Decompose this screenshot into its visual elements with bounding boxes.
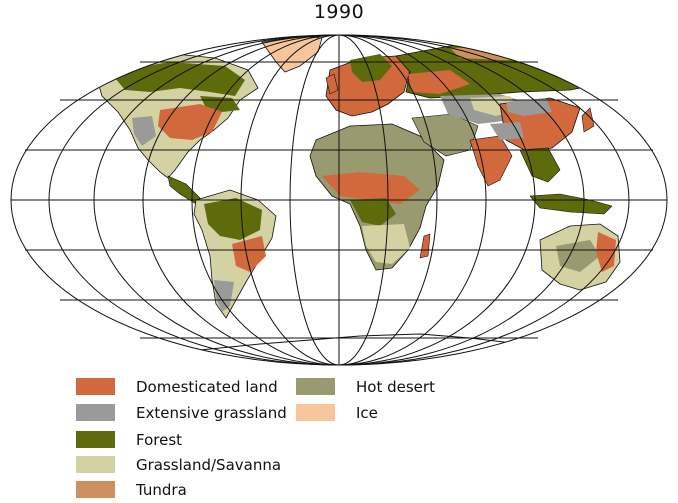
antarctica-coast bbox=[139, 333, 601, 357]
brazil-farmland bbox=[232, 236, 266, 272]
amazon-forest bbox=[204, 198, 262, 240]
legend-swatch bbox=[76, 456, 115, 473]
legend-label: Domesticated land bbox=[136, 378, 278, 396]
australia-east-farmland bbox=[596, 232, 616, 272]
scandinavia-forest bbox=[350, 54, 392, 82]
legend-label: Extensive grassland bbox=[136, 404, 287, 422]
legend-label: Grassland/Savanna bbox=[136, 456, 282, 474]
russia-farmland bbox=[408, 70, 470, 94]
legend-swatch bbox=[76, 481, 115, 498]
britain bbox=[325, 73, 339, 95]
tibet-grass bbox=[490, 122, 524, 140]
legend-swatch bbox=[76, 404, 115, 421]
japan bbox=[581, 107, 595, 133]
legend-label: Forest bbox=[136, 431, 183, 449]
legend-swatch bbox=[76, 431, 115, 448]
central-africa-forest bbox=[350, 198, 396, 226]
legend-label: Tundra bbox=[136, 481, 187, 499]
madagascar bbox=[419, 233, 431, 259]
europe-land bbox=[325, 55, 411, 117]
legend-label: Hot desert bbox=[356, 378, 435, 396]
north-america-grass bbox=[132, 116, 156, 146]
graticule bbox=[10, 34, 668, 366]
southeast-asia-forest bbox=[519, 147, 561, 183]
indonesia-forest bbox=[529, 193, 613, 215]
australia-desert bbox=[556, 240, 600, 272]
north-america-farmland bbox=[158, 104, 222, 140]
north-america-forest bbox=[110, 62, 245, 96]
india-farmland bbox=[469, 135, 513, 187]
legend-swatch bbox=[76, 378, 115, 395]
map-title: 1990 bbox=[313, 1, 365, 23]
new-zealand bbox=[623, 279, 641, 299]
legend-label: Ice bbox=[356, 404, 378, 422]
sahel-farmland bbox=[322, 172, 420, 204]
legend-swatch bbox=[296, 404, 335, 421]
legend-swatch bbox=[296, 378, 335, 395]
mongolia-grass bbox=[506, 98, 552, 116]
patagonia-grass bbox=[214, 280, 234, 312]
